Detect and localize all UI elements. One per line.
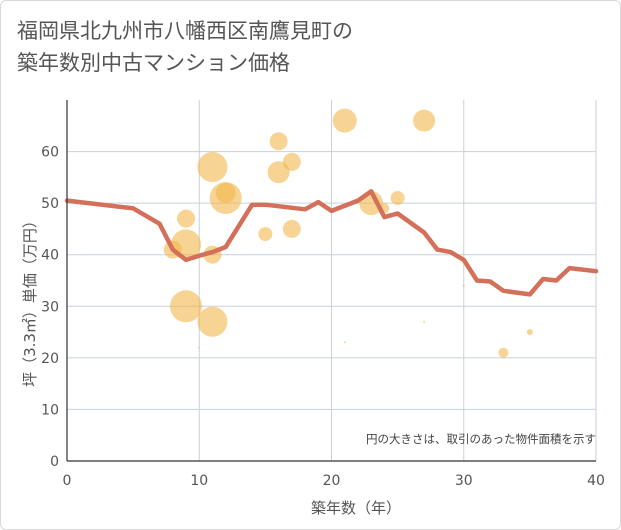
y-tick-label-20: 20	[41, 351, 59, 367]
bubble-point-1	[177, 209, 196, 228]
axes	[66, 100, 596, 462]
bubble-point-23	[498, 347, 509, 358]
tick-labels: 0 10 20 30 40 50 60 0 10 20 30 40	[41, 145, 605, 489]
chart-title-line-1: 福岡県北九州市八幡西区南鷹見町の	[17, 19, 353, 43]
bubble-point-10	[258, 227, 273, 242]
bubble-point-11	[269, 132, 288, 151]
bubble-point-19	[390, 190, 405, 205]
x-tick-label-10: 10	[190, 473, 208, 489]
bubble-point-24	[526, 329, 533, 336]
grid-lines	[67, 100, 597, 461]
bubble-point-9	[209, 181, 242, 214]
bubble-point-21	[423, 320, 426, 323]
bubble-point-7	[197, 306, 228, 337]
chart-title-line-2: 築年数別中古マンション価格	[17, 51, 290, 75]
bubble-series	[163, 108, 533, 358]
x-axis-label: 築年数（年）	[311, 499, 401, 517]
x-tick-label-40: 40	[587, 473, 605, 489]
y-axis-label: 坪（3.3㎡）単価（万円）	[21, 213, 39, 387]
average-price-line	[64, 189, 599, 297]
x-tick-label-0: 0	[63, 473, 72, 489]
bubble-point-13	[282, 152, 301, 171]
y-tick-label-30: 30	[41, 299, 59, 315]
bubble-point-16	[343, 341, 346, 344]
y-tick-label-10: 10	[41, 402, 59, 418]
y-tick-label-50: 50	[41, 196, 59, 212]
bubble-point-5	[197, 152, 228, 183]
x-tick-label-20: 20	[323, 473, 341, 489]
y-tick-label-0: 0	[50, 454, 59, 470]
bubble-point-3	[170, 290, 203, 323]
y-tick-label-60: 60	[41, 145, 59, 161]
chart-title: 福岡県北九州市八幡西区南鷹見町の 築年数別中古マンション価格	[17, 15, 353, 79]
bubble-point-15	[332, 108, 357, 133]
bubble-point-22	[462, 284, 465, 287]
bubble-point-14	[282, 219, 301, 238]
y-tick-label-40: 40	[41, 248, 59, 264]
bubble-point-20	[413, 109, 436, 132]
bubble-point-12	[267, 161, 290, 184]
bubble-point-4	[198, 346, 201, 349]
bubble-size-note: 円の大きさは、取引のあった物件面積を示す	[366, 432, 596, 446]
x-tick-label-30: 30	[455, 473, 473, 489]
trend-line-group	[64, 189, 599, 297]
